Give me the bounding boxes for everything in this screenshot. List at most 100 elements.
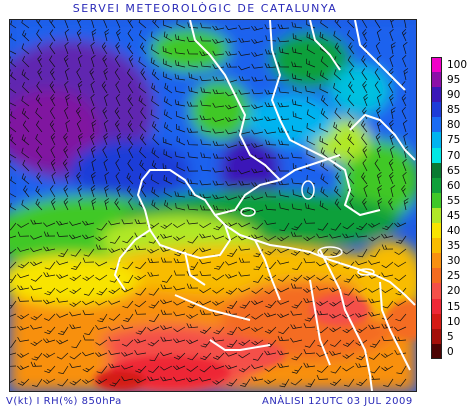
- wind-barb: [82, 257, 95, 263]
- wind-barb: [251, 300, 264, 306]
- wind-barb: [200, 352, 212, 361]
- wind-barb: [355, 362, 368, 368]
- wind-barb: [95, 300, 108, 306]
- wind-barb: [188, 190, 199, 198]
- wind-barb: [200, 22, 212, 29]
- wind-barb: [108, 350, 121, 355]
- wind-barb: [200, 326, 212, 334]
- wind-barb: [253, 274, 264, 283]
- wind-barb: [390, 20, 395, 29]
- wind-barb: [104, 198, 110, 211]
- wind-barb: [343, 378, 355, 387]
- wind-barb: [292, 189, 303, 198]
- legend-swatch: [431, 298, 442, 314]
- wind-barb: [10, 82, 17, 94]
- wind-barb: [149, 352, 160, 362]
- wind-barb: [10, 160, 17, 172]
- wind-barb: [35, 120, 43, 133]
- wind-barb: [305, 378, 316, 388]
- wind-barb: [199, 259, 212, 265]
- wind-barb: [134, 338, 147, 344]
- wind-barb: [90, 107, 96, 120]
- wind-barb: [147, 326, 160, 332]
- wind-barb: [374, 81, 381, 94]
- wind-barb: [91, 159, 97, 172]
- wind-barb: [212, 287, 225, 294]
- wind-barb: [186, 270, 199, 277]
- wind-barb: [303, 218, 316, 224]
- wind-barb: [333, 30, 342, 42]
- islands: [240, 180, 375, 276]
- wind-barb: [151, 95, 160, 107]
- wind-barb: [37, 42, 43, 55]
- legend-swatch: [431, 238, 442, 254]
- wind-barb: [126, 68, 134, 81]
- wind-barb: [50, 198, 56, 211]
- wind-barb: [188, 85, 199, 94]
- wind-barb: [176, 162, 186, 172]
- wind-barb: [238, 257, 251, 263]
- wind-barb: [150, 57, 160, 68]
- wind-barb: [163, 96, 173, 107]
- wind-barb: [329, 274, 342, 282]
- wind-barb: [369, 339, 381, 348]
- wind-barb: [30, 339, 43, 347]
- wind-barb: [199, 51, 212, 56]
- wind-barb: [277, 313, 290, 319]
- wind-barb: [374, 68, 381, 81]
- wind-barb: [44, 326, 56, 335]
- wind-barb: [139, 133, 147, 146]
- wind-barb: [147, 376, 160, 382]
- wind-barb: [199, 222, 212, 229]
- wind-barb: [290, 310, 303, 316]
- wind-barb: [101, 81, 108, 94]
- wind-barb: [173, 352, 186, 360]
- wind-barb: [148, 235, 160, 244]
- wind-barb: [199, 180, 212, 186]
- wind-barb: [200, 125, 212, 133]
- wind-barb: [95, 352, 108, 357]
- wind-barb: [134, 218, 147, 224]
- wind-barb: [56, 352, 69, 360]
- wind-barb: [22, 120, 30, 133]
- wind-barb: [69, 221, 82, 226]
- wind-barb: [368, 298, 381, 304]
- wind-barb: [36, 20, 43, 29]
- legend-entry: 5: [431, 328, 475, 344]
- wind-barb: [95, 339, 108, 346]
- wind-barb: [134, 300, 147, 308]
- wind-barb: [238, 89, 251, 95]
- wind-barb: [108, 363, 121, 369]
- wind-barb: [401, 29, 407, 42]
- wind-barb: [116, 20, 121, 29]
- wind-barb: [95, 261, 108, 267]
- legend-label: 40: [447, 225, 461, 238]
- legend-entry: 95: [431, 72, 475, 88]
- wind-barb: [63, 55, 69, 68]
- wind-barb: [334, 198, 342, 211]
- wind-barb: [319, 84, 329, 94]
- legend-label: 35: [447, 240, 461, 253]
- wind-barb: [115, 81, 121, 94]
- legend-entry: 100: [431, 57, 475, 73]
- wind-barb: [43, 222, 56, 227]
- wind-barb: [226, 378, 238, 387]
- wind-barb: [319, 136, 329, 146]
- wind-barb: [103, 159, 108, 172]
- wind-barb: [277, 335, 290, 341]
- wind-barb: [82, 274, 95, 281]
- wind-barb: [22, 81, 30, 94]
- wind-barb: [64, 172, 70, 185]
- wind-barb: [49, 107, 56, 120]
- wind-barb: [212, 76, 225, 82]
- wind-barb: [389, 94, 394, 107]
- wind-barb: [21, 43, 30, 55]
- wind-barb: [306, 70, 316, 81]
- wind-barb: [225, 195, 238, 201]
- wind-barb: [362, 146, 368, 159]
- legend-entry: 75: [431, 132, 475, 148]
- wind-barb: [90, 55, 96, 68]
- wind-barb: [374, 20, 381, 29]
- wind-barb: [150, 109, 160, 120]
- wind-barb: [264, 248, 277, 256]
